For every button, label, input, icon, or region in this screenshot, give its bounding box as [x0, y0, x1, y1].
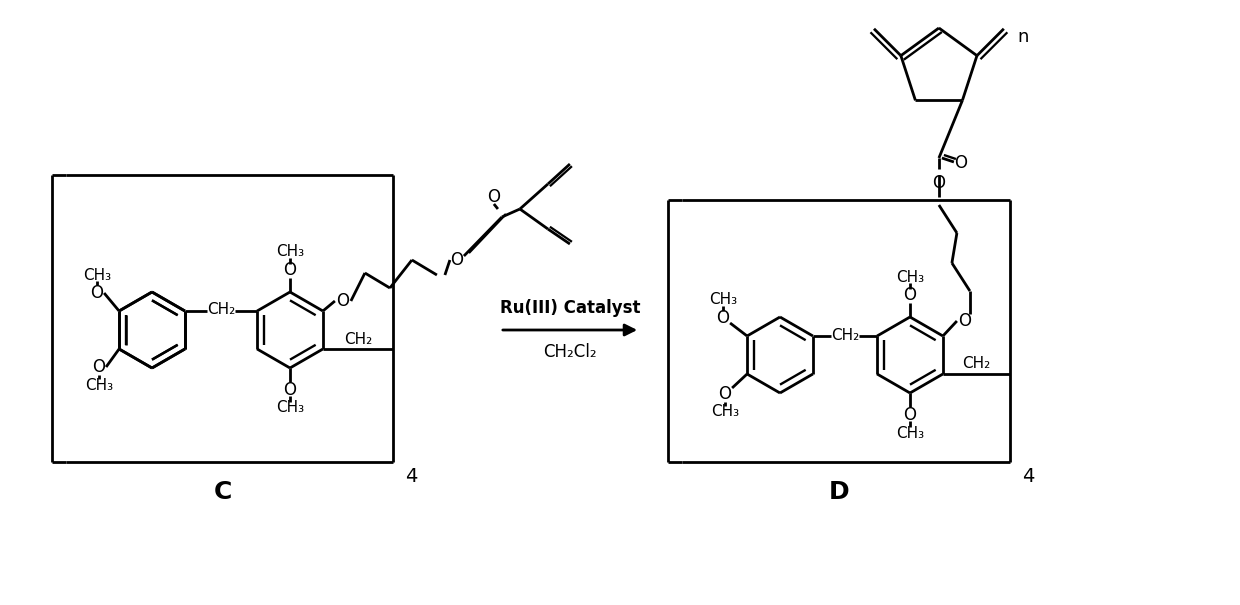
Text: CH₃: CH₃	[277, 244, 304, 260]
Text: CH₃: CH₃	[277, 401, 304, 416]
Text: CH₃: CH₃	[86, 378, 113, 393]
Text: D: D	[828, 480, 849, 504]
Text: CH₃: CH₃	[711, 405, 739, 419]
Text: O: O	[719, 385, 732, 403]
Text: CH₂: CH₂	[962, 356, 991, 371]
Text: CH₂Cl₂: CH₂Cl₂	[543, 343, 596, 361]
Text: n: n	[1018, 28, 1029, 46]
Text: O: O	[959, 312, 971, 330]
Text: O: O	[487, 188, 501, 206]
Text: O: O	[336, 292, 350, 310]
Text: CH₃: CH₃	[897, 269, 924, 284]
Text: O: O	[284, 261, 296, 279]
Text: 4: 4	[1022, 467, 1034, 486]
Text: Ru(III) Catalyst: Ru(III) Catalyst	[500, 299, 640, 317]
Text: C: C	[213, 480, 232, 504]
Text: O: O	[955, 154, 967, 172]
Text: 4: 4	[405, 467, 418, 486]
Text: O: O	[904, 406, 916, 424]
Text: O: O	[717, 309, 729, 327]
Text: CH₃: CH₃	[83, 267, 112, 283]
Text: CH₂: CH₂	[831, 327, 859, 342]
Text: O: O	[450, 251, 464, 269]
Text: O: O	[904, 286, 916, 304]
Text: O: O	[284, 381, 296, 399]
Text: O: O	[932, 174, 945, 192]
Text: O: O	[91, 284, 104, 302]
Text: CH₂: CH₂	[207, 302, 236, 318]
Text: CH₃: CH₃	[897, 425, 924, 440]
Text: CH₂: CH₂	[343, 332, 372, 347]
Text: CH₃: CH₃	[709, 292, 737, 307]
Text: O: O	[93, 358, 105, 376]
